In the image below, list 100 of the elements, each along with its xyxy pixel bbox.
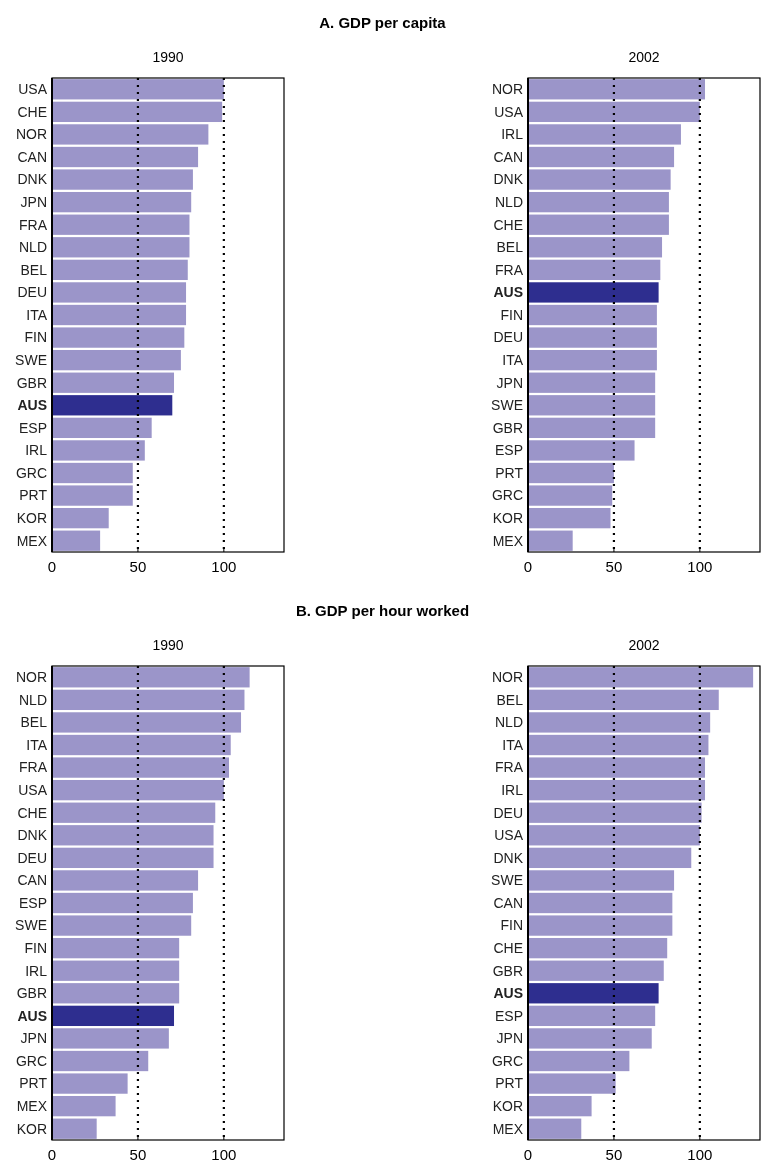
x-tick-label: 0	[47, 1146, 57, 1163]
y-tick-label: PRT	[495, 464, 524, 481]
bar	[528, 372, 656, 393]
y-tick-label: CHE	[493, 216, 523, 233]
bar	[52, 101, 223, 123]
bar	[52, 757, 230, 778]
bar	[52, 507, 109, 529]
y-tick-label: PRT	[19, 1075, 48, 1092]
y-tick-label: GRC	[15, 464, 47, 481]
y-tick-label: BEL	[496, 691, 524, 708]
y-tick-label: ESP	[18, 894, 47, 911]
y-tick-label: MEX	[16, 532, 48, 549]
y-tick-label: ESP	[18, 419, 47, 436]
bar	[528, 417, 656, 439]
y-tick-label: IRL	[501, 126, 524, 143]
chart-title: 2002	[628, 49, 660, 65]
bar	[52, 983, 180, 1004]
bar	[528, 712, 711, 733]
y-tick-label: NLD	[18, 239, 47, 256]
y-tick-label: SWE	[491, 872, 523, 889]
bar	[52, 960, 180, 981]
y-tick-label: FIN	[500, 306, 523, 323]
y-tick-label: NLD	[494, 194, 523, 211]
y-tick-label: IRL	[25, 442, 48, 459]
bar	[528, 507, 611, 529]
y-tick-label: SWE	[491, 397, 523, 414]
bar	[528, 1028, 652, 1049]
bar	[528, 349, 657, 371]
x-tick-label: 50	[605, 558, 623, 575]
bar	[528, 1073, 616, 1094]
y-tick-label: GBR	[16, 985, 47, 1002]
bar	[52, 530, 101, 551]
y-tick-label: FRA	[495, 261, 524, 278]
bar	[52, 124, 209, 145]
bar	[528, 892, 673, 914]
text: A. GDP per capita	[319, 14, 447, 31]
bar	[52, 462, 133, 484]
bar	[52, 915, 192, 936]
y-tick-label: IRL	[501, 782, 524, 799]
bar	[52, 892, 193, 914]
bar	[52, 372, 175, 393]
bar	[528, 169, 671, 190]
y-tick-label: USA	[18, 782, 48, 799]
bar	[52, 259, 188, 281]
y-tick-label: SWE	[15, 917, 47, 934]
bar	[52, 1050, 149, 1072]
bar	[528, 304, 657, 326]
bar	[52, 440, 145, 461]
y-tick-label: USA	[18, 81, 48, 98]
y-tick-label: NOR	[491, 669, 523, 686]
y-tick-label: CHE	[17, 103, 47, 120]
bar	[528, 79, 706, 100]
y-tick-label: NOR	[491, 81, 523, 98]
y-tick-label: CHE	[17, 804, 47, 821]
y-tick-label: DEU	[17, 284, 47, 301]
y-tick-label: JPN	[496, 374, 523, 391]
bar	[528, 734, 709, 756]
bar	[528, 960, 664, 981]
y-tick-label: USA	[494, 103, 524, 120]
bar	[52, 327, 185, 348]
x-tick-label: 100	[211, 558, 237, 575]
bar	[528, 825, 700, 846]
bar	[528, 146, 675, 168]
bar	[52, 937, 180, 959]
y-tick-label: FIN	[500, 917, 523, 934]
bar	[52, 237, 190, 258]
x-tick-label: 100	[211, 1146, 237, 1163]
bar	[528, 757, 706, 778]
y-tick-label: ESP	[494, 442, 523, 459]
bar	[528, 1118, 582, 1139]
y-tick-label: GRC	[15, 1052, 47, 1069]
y-tick-label: AUS	[17, 397, 47, 414]
bar	[52, 689, 245, 711]
y-tick-label: BEL	[496, 239, 524, 256]
y-tick-label: DEU	[493, 804, 523, 821]
y-tick-label: AUS	[17, 1007, 47, 1024]
bar	[528, 395, 656, 416]
x-tick-label: 0	[523, 558, 533, 575]
bar	[528, 779, 706, 801]
bar	[52, 349, 181, 371]
y-tick-label: BEL	[20, 714, 48, 731]
y-tick-label: IRL	[25, 962, 48, 979]
y-tick-label: FRA	[19, 759, 48, 776]
bar	[52, 485, 133, 506]
bar	[52, 1118, 97, 1139]
y-tick-label: AUS	[493, 284, 523, 301]
bar	[528, 101, 700, 123]
y-tick-label: SWE	[15, 352, 47, 369]
bar	[52, 779, 224, 801]
x-tick-label: 50	[605, 1146, 623, 1163]
y-tick-label: GRC	[491, 1052, 523, 1069]
y-tick-label: CAN	[17, 872, 47, 889]
y-tick-label: ITA	[502, 736, 524, 753]
bar	[528, 530, 573, 551]
y-tick-label: KOR	[492, 510, 523, 527]
y-tick-label: ITA	[26, 736, 48, 753]
y-tick-label: MEX	[492, 1120, 524, 1137]
bar	[528, 440, 635, 461]
y-tick-label: ITA	[502, 352, 524, 369]
bar	[528, 282, 659, 303]
